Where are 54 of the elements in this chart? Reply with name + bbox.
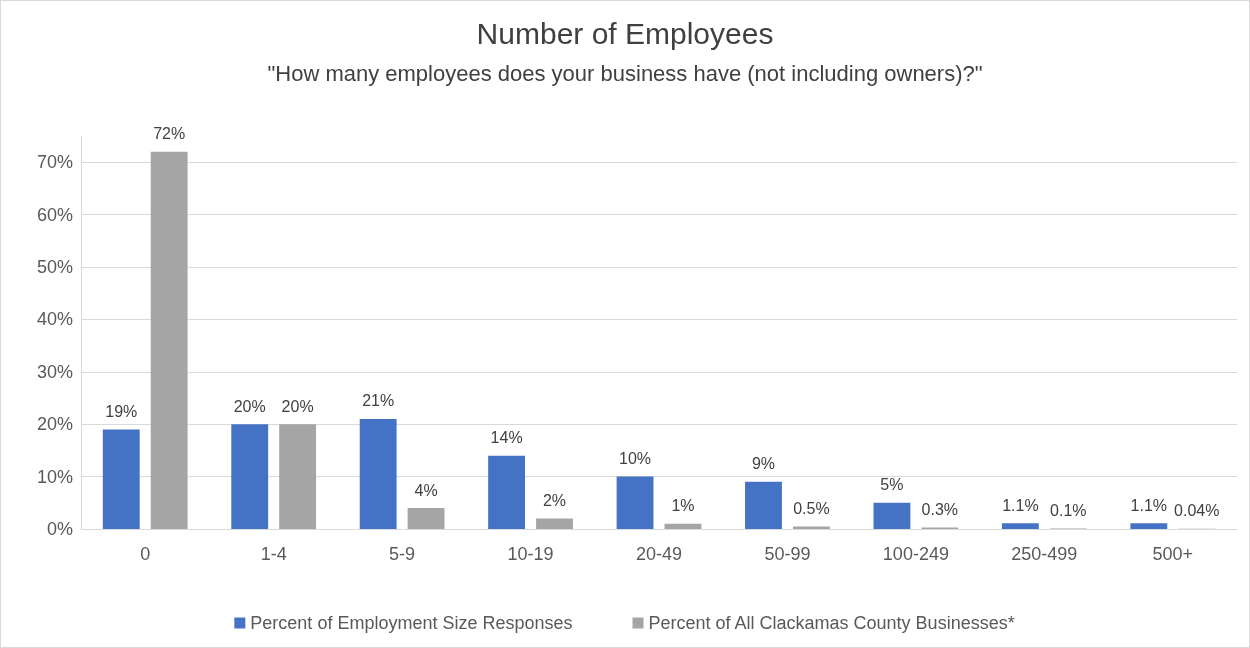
bar [873, 502, 911, 529]
data-label: 2% [542, 492, 567, 510]
bar [1001, 523, 1039, 529]
y-tick-label: 50% [36, 257, 73, 277]
y-tick-label: 30% [36, 361, 73, 382]
x-tick-label: 100-249 [882, 544, 949, 564]
x-tick-label: 50-99 [764, 544, 811, 564]
bar [359, 418, 397, 529]
y-tick-label: 0% [46, 519, 73, 539]
data-label: 0.04% [1174, 502, 1220, 520]
data-label: 10% [619, 450, 652, 468]
data-label: 14% [490, 429, 523, 447]
bar [536, 518, 573, 529]
data-label: 19% [105, 402, 138, 420]
bar [745, 481, 782, 529]
bar [792, 526, 830, 529]
data-label: 9% [751, 455, 776, 473]
x-tick-label: 0 [140, 544, 151, 564]
data-label: 5% [880, 476, 904, 494]
bar [150, 151, 188, 529]
legend-label: Percent of All Clackamas County Businesses* [648, 613, 1015, 633]
bar [279, 424, 317, 529]
legend-label: Percent of Employment Size Responses [250, 613, 573, 633]
data-label: 4% [414, 481, 438, 499]
x-tick-label: 5-9 [389, 544, 416, 564]
x-tick-label: 500+ [1152, 544, 1194, 564]
data-label: 1% [671, 497, 695, 515]
bar [231, 424, 269, 529]
bar [407, 508, 445, 529]
y-tick-label: 20% [36, 414, 73, 435]
y-tick-label: 70% [36, 152, 73, 173]
bar [664, 523, 702, 529]
y-tick-label: 40% [36, 309, 73, 330]
data-label: 0.3% [921, 500, 959, 518]
y-tick-label: 60% [36, 204, 73, 225]
data-label: 1.1% [1002, 496, 1039, 514]
x-tick-label: 250-499 [1011, 544, 1078, 564]
chart-title: Number of Employees [476, 16, 774, 50]
data-label: 1.1% [1130, 496, 1168, 514]
x-tick-label: 1-4 [260, 544, 287, 564]
data-label: 72% [153, 125, 186, 143]
bar [1130, 523, 1168, 529]
x-tick-label: 20-49 [635, 544, 683, 564]
data-label: 0.1% [1050, 501, 1087, 519]
data-label: 20% [233, 397, 266, 415]
data-label: 0.5% [793, 499, 830, 517]
bar [488, 455, 526, 529]
y-tick-label: 10% [36, 466, 73, 487]
data-label: 20% [281, 397, 314, 415]
bar [102, 429, 140, 529]
bar [616, 476, 654, 529]
x-tick-label: 10-19 [507, 544, 554, 564]
chart-subtitle: "How many employees does your business have (not including owners)?" [267, 60, 983, 86]
data-label: 21% [362, 392, 395, 410]
